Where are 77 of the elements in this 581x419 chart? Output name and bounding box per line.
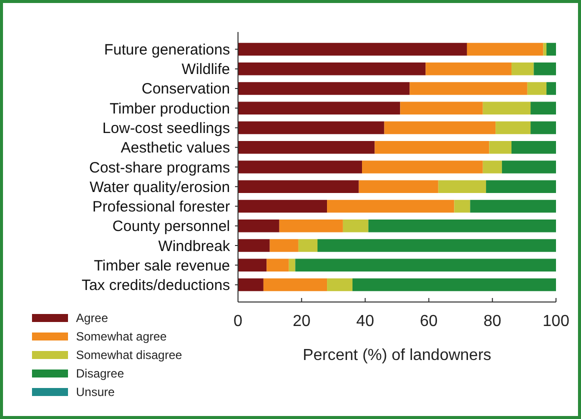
bar (298, 239, 318, 252)
bar (318, 239, 556, 252)
y-tick-label: Conservation (142, 80, 230, 98)
x-tick-label: 100 (542, 313, 570, 330)
bar (400, 102, 483, 114)
bar (502, 160, 556, 174)
bar (362, 160, 483, 174)
bar (238, 140, 375, 154)
y-tick-label: Tax credits/deductions (82, 277, 230, 294)
y-tick-label: Wildlife (182, 61, 230, 78)
bar (238, 239, 270, 252)
bar (238, 160, 362, 174)
bar (410, 82, 528, 95)
x-tick-label: 80 (484, 313, 502, 330)
x-axis-title: Percent (%) of landowners (302, 347, 492, 364)
y-tick-label: Timber production (110, 100, 230, 118)
x-tick-label: 40 (356, 313, 374, 330)
bar (238, 42, 467, 56)
bar (534, 62, 556, 76)
bar (530, 121, 556, 134)
bar (279, 220, 343, 232)
legend-label: Disagree (76, 366, 124, 381)
bar (466, 42, 544, 56)
y-tick-label: Low-cost seedlings (102, 120, 230, 137)
bar (470, 200, 556, 213)
bar (482, 160, 502, 174)
legend-label: Unsure (76, 385, 116, 400)
y-tick-label: Professional forester (92, 198, 230, 216)
bar (374, 140, 490, 154)
bar (352, 278, 556, 292)
legend-label: Somewhat agree (76, 330, 168, 344)
bar (238, 200, 328, 213)
bar (238, 180, 359, 194)
bar (486, 180, 556, 194)
bar (358, 180, 438, 194)
bar (238, 121, 384, 134)
bar (238, 62, 426, 76)
bar (238, 220, 280, 232)
bar (342, 220, 368, 232)
bar (288, 258, 296, 272)
legend-label: Somewhat disagree (76, 348, 182, 362)
x-tick-label: 60 (420, 313, 438, 330)
bar (511, 62, 534, 76)
bar (482, 102, 531, 114)
bar (546, 42, 556, 56)
x-tick-label: 0 (234, 313, 243, 330)
y-tick-label: Future generations (104, 41, 230, 58)
bar (238, 258, 267, 272)
bar (266, 258, 289, 272)
bar (327, 200, 454, 213)
bar (238, 82, 410, 95)
y-tick-label: County personnel (112, 218, 230, 236)
bar (295, 258, 556, 272)
y-tick-label: Water quality/erosion (90, 178, 230, 196)
bar (527, 82, 546, 95)
bar (438, 180, 486, 194)
bar (426, 62, 512, 76)
bar (263, 278, 328, 292)
bar (368, 220, 556, 232)
bar (384, 121, 496, 134)
bar (238, 102, 400, 114)
bar (496, 121, 531, 134)
bar (543, 42, 546, 56)
x-tick-label: 20 (292, 313, 311, 330)
legend-label: Agree (76, 311, 108, 326)
y-tick-label: Cost-share programs (89, 159, 230, 176)
bar (270, 239, 298, 252)
y-tick-label: Timber sale revenue (94, 257, 230, 274)
bar (546, 82, 556, 95)
y-tick-label: Aesthetic values (120, 140, 230, 157)
bar (489, 140, 512, 154)
bar (511, 140, 556, 154)
y-tick-label: Windbreak (158, 238, 230, 255)
bar (238, 278, 264, 292)
bar (327, 278, 352, 292)
bar (530, 102, 556, 114)
bar (454, 200, 470, 213)
